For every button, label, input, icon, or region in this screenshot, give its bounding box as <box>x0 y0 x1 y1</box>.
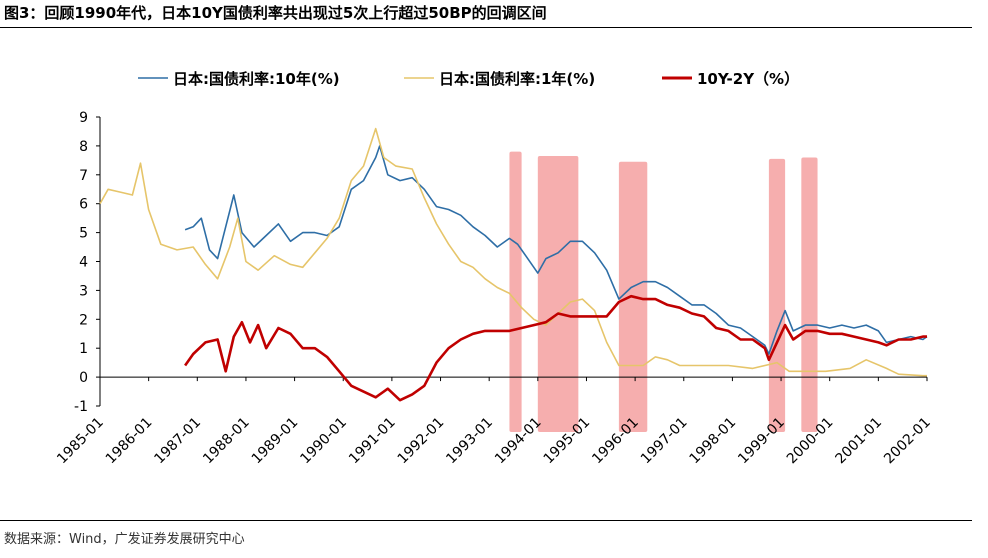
x-tick-label: 1992-01 <box>395 415 448 468</box>
highlight-bands <box>509 151 818 433</box>
x-tick-label: 1990-01 <box>297 415 350 468</box>
highlight-band <box>801 157 818 432</box>
series-line-1y <box>99 127 927 377</box>
legend-label: 日本:国债利率:10年(%) <box>173 70 340 88</box>
y-tick-label: 4 <box>79 255 88 271</box>
x-tick-label: 1996-01 <box>589 415 642 468</box>
top-rule <box>0 27 972 28</box>
x-tick-label: 2001-01 <box>833 415 886 468</box>
x-tick-label: 1986-01 <box>103 415 156 468</box>
y-tick-label: 2 <box>79 312 88 328</box>
legend-item-1y: 日本:国债利率:1年(%) <box>404 70 595 88</box>
y-tick-label: -1 <box>74 399 88 415</box>
y-tick-label: 0 <box>79 370 88 386</box>
y-tick-label: 6 <box>79 197 88 213</box>
legend-item-10y: 日本:国债利率:10年(%) <box>138 70 340 88</box>
series-lines <box>99 127 928 402</box>
x-tick-label: 1998-01 <box>687 415 740 468</box>
x-tick-label: 1999-01 <box>735 415 788 468</box>
y-tick-label: 3 <box>79 283 88 299</box>
chart-title: 图3：回顾1990年代，日本10Y国债利率共出现过5次上行超过50BP的回调区间 <box>4 4 547 22</box>
x-tick-label: 1985-01 <box>54 415 107 468</box>
x-tick-label: 2002-01 <box>881 415 934 468</box>
y-tick-label: 8 <box>79 139 88 155</box>
y-tick-label: 5 <box>79 226 88 242</box>
x-tick-label: 1991-01 <box>346 415 399 468</box>
legend-item-spread: 10Y-2Y（%） <box>662 70 799 88</box>
legend-label: 10Y-2Y（%） <box>697 70 799 88</box>
x-tick-label: 1988-01 <box>200 415 253 468</box>
x-tick-label: 1987-01 <box>151 415 204 468</box>
highlight-band <box>768 158 786 432</box>
y-tick-label: 7 <box>79 168 88 184</box>
bottom-rule <box>0 520 972 521</box>
highlight-band <box>537 156 579 432</box>
series-line-10y <box>184 145 928 355</box>
x-tick-label: 1989-01 <box>249 415 302 468</box>
source-note: 数据来源：Wind，广发证券发展研究中心 <box>4 532 245 547</box>
y-tick-label: 9 <box>79 110 88 126</box>
legend: 日本:国债利率:10年(%) 日本:国债利率:1年(%) 10Y-2Y（%） <box>138 70 799 88</box>
series-line-spread <box>184 294 927 402</box>
chart-canvas: -1 0 1 2 3 4 5 6 7 8 9 1985-011986-011987-011988-01… <box>54 70 934 468</box>
y-tick-label: 1 <box>79 341 88 357</box>
x-tick-label: 1993-01 <box>443 415 496 468</box>
legend-label: 日本:国债利率:1年(%) <box>439 70 595 88</box>
highlight-band <box>509 151 522 432</box>
